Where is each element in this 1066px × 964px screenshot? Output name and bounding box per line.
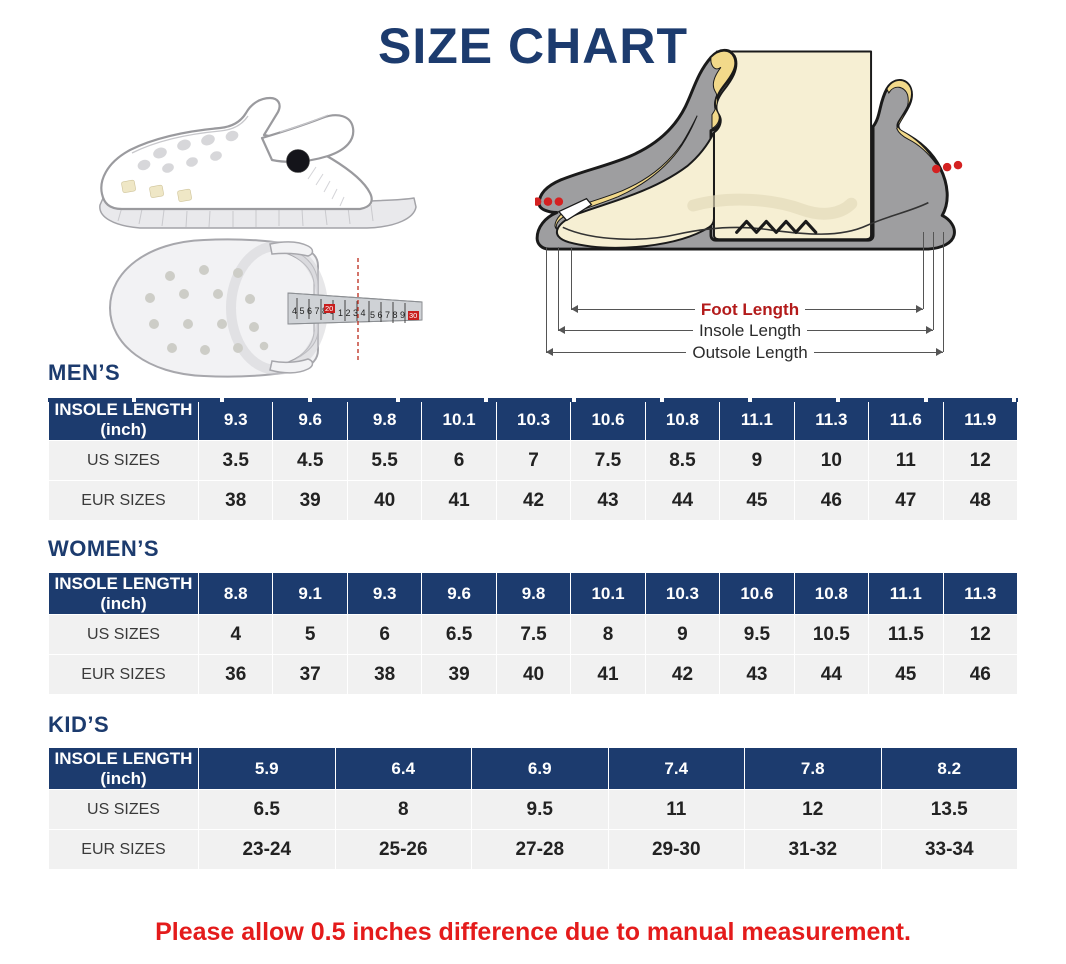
svg-text:1 2 3 4: 1 2 3 4: [338, 308, 366, 318]
svg-text:5 6 7 8 9: 5 6 7 8 9: [370, 310, 405, 320]
svg-text:20: 20: [325, 304, 333, 313]
svg-text:30: 30: [409, 311, 417, 320]
